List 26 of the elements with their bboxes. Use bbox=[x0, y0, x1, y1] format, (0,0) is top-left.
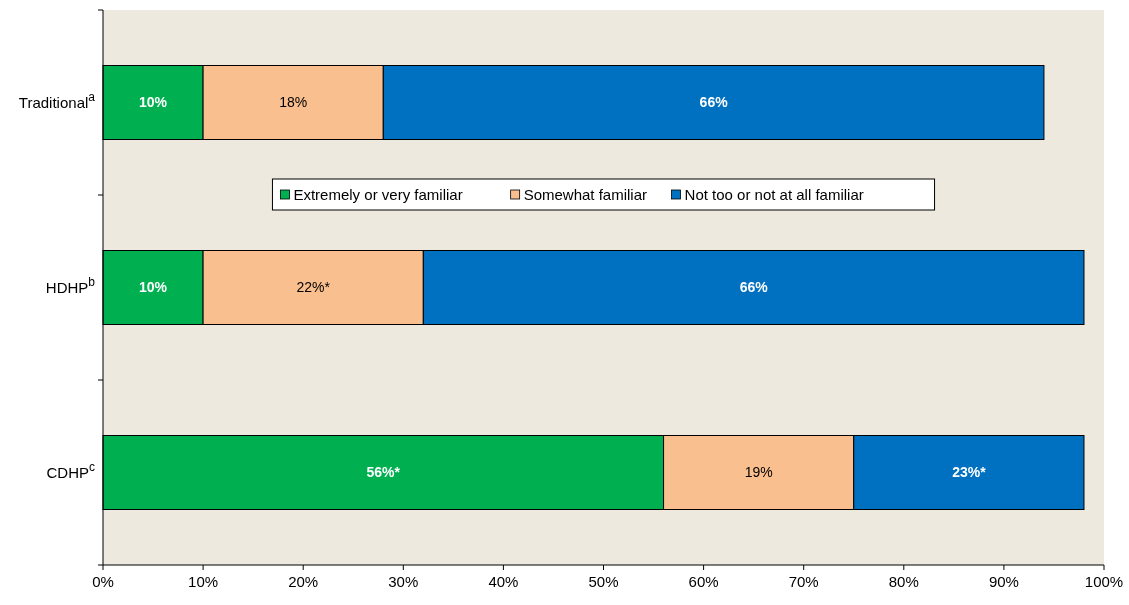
x-tick-label: 10% bbox=[188, 573, 219, 590]
data-label: 19% bbox=[744, 464, 773, 481]
legend-label: Somewhat familiar bbox=[523, 186, 648, 204]
y-tick-label: Traditional$^{a}$ bbox=[18, 89, 96, 111]
x-tick-label: 50% bbox=[588, 573, 619, 590]
y-tick-label: CDHP$^{c}$ bbox=[46, 459, 95, 481]
x-tick-label: 90% bbox=[988, 573, 1019, 590]
legend-label: Extremely or very familiar bbox=[293, 186, 463, 204]
data-label: 10% bbox=[139, 94, 168, 111]
data-label: 23%* bbox=[952, 464, 987, 481]
data-label: 56%* bbox=[366, 464, 401, 481]
x-tick-label: 30% bbox=[388, 573, 419, 590]
data-label: 10% bbox=[139, 279, 168, 296]
data-label: 66% bbox=[739, 279, 769, 296]
x-tick-label: 0% bbox=[92, 573, 114, 590]
data-label: 22%* bbox=[296, 279, 331, 296]
x-tick-label: 70% bbox=[788, 573, 819, 590]
data-label: 66% bbox=[699, 94, 729, 111]
x-tick-label: 60% bbox=[688, 573, 719, 590]
x-tick-label: 100% bbox=[1084, 573, 1124, 590]
legend-label: Not too or not at all familiar bbox=[684, 186, 864, 204]
x-tick-label: 40% bbox=[488, 573, 519, 590]
x-tick-label: 20% bbox=[288, 573, 319, 590]
y-tick-label: HDHP$^{b}$ bbox=[45, 274, 96, 296]
x-tick-label: 80% bbox=[888, 573, 919, 590]
data-label: 18% bbox=[279, 94, 308, 111]
